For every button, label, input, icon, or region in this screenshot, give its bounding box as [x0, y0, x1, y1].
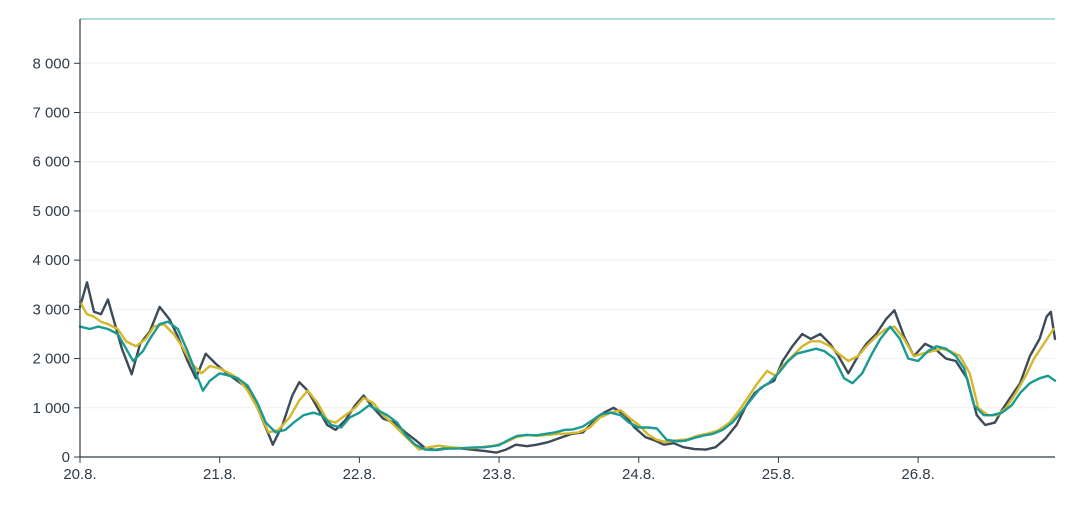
grid-lines [80, 62, 1055, 409]
x-tick-label: 26.8. [901, 466, 934, 483]
series-line-3 [78, 320, 1057, 452]
x-axis-ticks: 20.8. 21.8. 22.8. 23.8. 24.8. 25.8. 26.8. [63, 457, 935, 483]
y-tick-label: 0 [62, 449, 70, 466]
series-line-2 [78, 300, 1055, 451]
y-tick-label: 7 000 [32, 105, 70, 122]
y-tick-label: 5 000 [32, 203, 70, 220]
x-tick-label: 24.8. [622, 466, 655, 483]
x-tick-label: 22.8. [343, 466, 376, 483]
y-tick-label: 1 000 [32, 400, 70, 417]
y-axis-ticks: 0 1 000 2 000 3 000 4 000 5 000 6 000 7 000 8 00… [32, 55, 80, 466]
y-tick-label: 8 000 [32, 55, 70, 72]
x-tick-label: 25.8. [762, 466, 795, 483]
series-lines [78, 281, 1057, 454]
axes [79, 19, 1055, 458]
y-tick-label: 6 000 [32, 154, 70, 171]
y-tick-label: 4 000 [32, 252, 70, 269]
x-tick-label: 23.8. [482, 466, 515, 483]
y-tick-label: 2 000 [32, 351, 70, 368]
x-tick-label: 20.8. [63, 466, 96, 483]
series-line-1 [78, 281, 1057, 454]
x-tick-label: 21.8. [203, 466, 236, 483]
y-tick-label: 3 000 [32, 301, 70, 318]
